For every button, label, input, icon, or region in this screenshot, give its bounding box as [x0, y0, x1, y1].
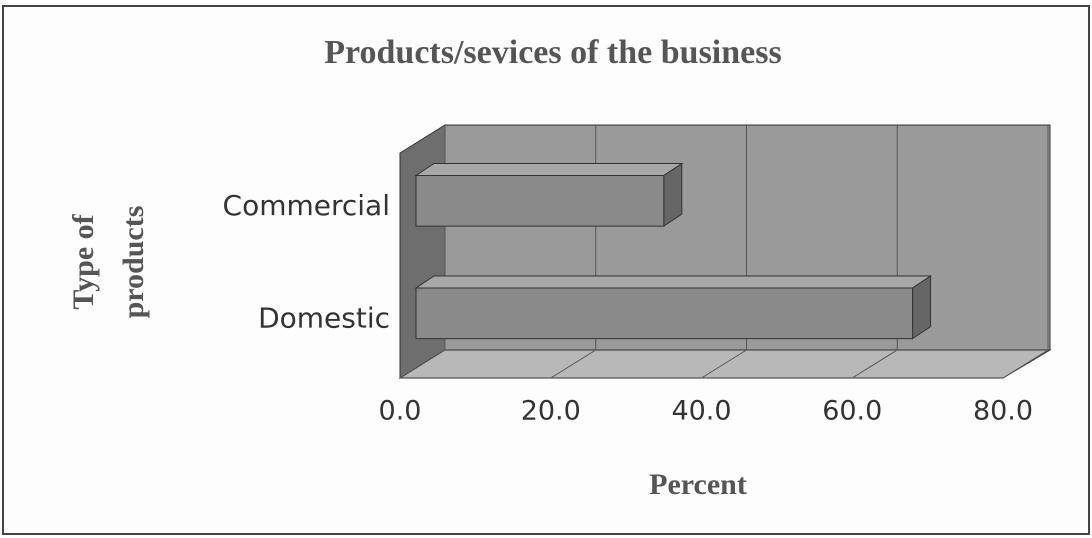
- side-wall: [399, 124, 446, 379]
- grid-line: [701, 349, 747, 379]
- x-axis-title: Percent: [649, 468, 747, 501]
- bar: [415, 287, 914, 340]
- grid-line: [851, 349, 898, 379]
- bar-top: [414, 275, 933, 289]
- bar: [415, 175, 665, 227]
- x-tick-label: 60.0: [822, 396, 882, 427]
- y-tick-label: Commercial: [223, 189, 390, 222]
- x-tick-label: 40.0: [671, 396, 731, 427]
- y-axis-title: Type of: [67, 213, 100, 309]
- grid-line: [399, 349, 446, 379]
- chart-title: Products/sevices of the business: [324, 34, 781, 71]
- grid-line: [1002, 349, 1049, 379]
- x-tick-label: 0.0: [379, 396, 422, 427]
- y-axis-title: products: [117, 206, 150, 319]
- floor: [398, 349, 1052, 379]
- x-tick-label: 20.0: [521, 396, 581, 427]
- x-tick-label: 80.0: [973, 396, 1033, 427]
- grid-line: [550, 349, 597, 379]
- y-tick-label: Domestic: [258, 301, 390, 334]
- bar-top: [414, 163, 684, 176]
